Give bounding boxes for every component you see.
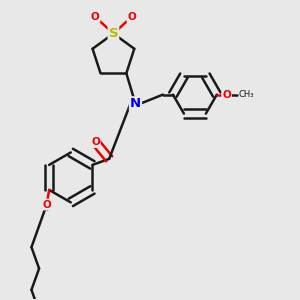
- Text: O: O: [127, 12, 136, 22]
- Text: N: N: [130, 97, 141, 110]
- Text: O: O: [91, 137, 100, 147]
- Text: O: O: [91, 12, 100, 22]
- Text: O: O: [42, 200, 51, 209]
- Text: O: O: [222, 90, 231, 100]
- Text: S: S: [109, 27, 118, 40]
- Text: CH₃: CH₃: [238, 90, 254, 99]
